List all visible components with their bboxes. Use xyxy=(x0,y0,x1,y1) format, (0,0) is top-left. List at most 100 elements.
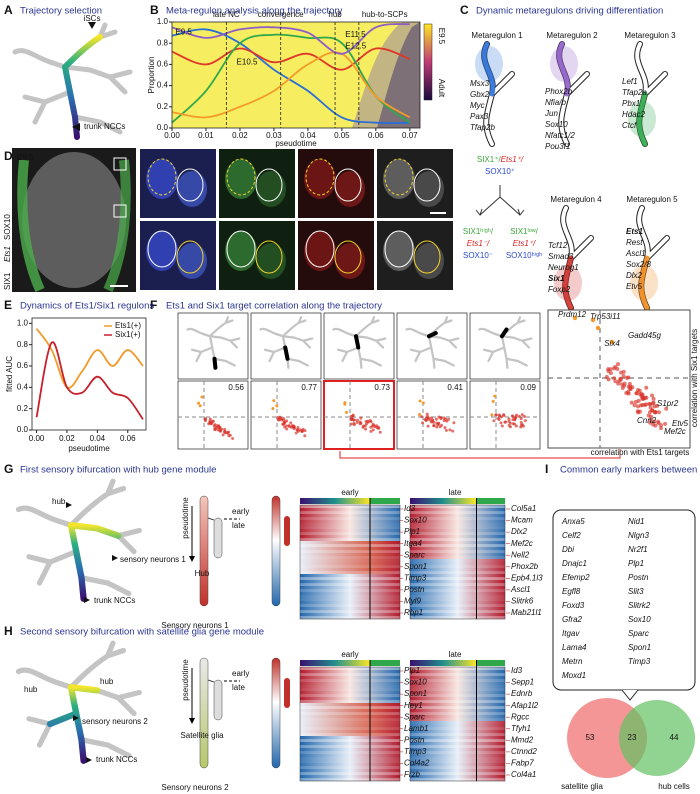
channel-label: Ets1 xyxy=(3,246,12,262)
scatter-point xyxy=(289,421,293,425)
scatter-point xyxy=(616,362,621,367)
nucleus xyxy=(414,243,444,279)
scatter-point xyxy=(513,422,517,426)
y-tick-label: 0.6 xyxy=(157,60,169,69)
scatter-point xyxy=(448,428,452,432)
heatmap-frame xyxy=(409,666,506,782)
scatter-point xyxy=(287,425,291,429)
y-tick-label: 0.8 xyxy=(157,38,169,47)
arrowhead xyxy=(189,556,195,562)
arrowhead xyxy=(189,718,195,724)
nucleus xyxy=(177,243,207,279)
connector xyxy=(339,449,621,459)
gene-label: Sox10 xyxy=(628,615,651,624)
scatter-point xyxy=(294,431,298,435)
callout xyxy=(621,689,639,701)
series-line xyxy=(35,328,144,389)
scatter-point xyxy=(343,402,347,406)
heatmap-row xyxy=(410,559,505,563)
panel-label: E xyxy=(4,298,12,312)
cell-outline xyxy=(384,230,414,268)
x-tick-label: 0.00 xyxy=(164,131,180,140)
gene-label: Tfyh1 xyxy=(511,724,531,733)
heatmap-row xyxy=(300,673,400,677)
scatter-point xyxy=(618,377,623,382)
gene-label: Sox2/8 xyxy=(626,260,651,269)
heatmap-row xyxy=(410,757,505,761)
x-tick-label: 0.04 xyxy=(300,131,316,140)
scatter-point xyxy=(656,419,661,424)
scatter-point xyxy=(434,417,438,421)
scatter-point xyxy=(212,424,216,428)
heatmap-title: early xyxy=(341,488,358,497)
scatter-point xyxy=(520,413,524,417)
heatmap-row xyxy=(300,682,400,686)
scatter-point xyxy=(425,415,429,419)
scatter-point xyxy=(217,426,221,430)
correlation-value: 0.73 xyxy=(374,383,390,392)
heatmap-row xyxy=(300,583,400,587)
scatter-point xyxy=(290,424,294,428)
heatmap-row xyxy=(300,547,400,551)
tree-branches xyxy=(186,316,241,369)
trajectory xyxy=(332,316,387,369)
scatter-point xyxy=(613,379,618,384)
y-tick-label: 0.0 xyxy=(157,123,169,132)
regulon-activity xyxy=(636,91,648,147)
heatmap-row xyxy=(300,760,400,764)
heatmap-row xyxy=(300,610,400,614)
scatter-point xyxy=(421,401,425,405)
gene-label: Frzb xyxy=(404,770,421,779)
heatmap-row xyxy=(300,550,400,554)
gene-label: Etv5 xyxy=(672,419,689,428)
heatmap-row xyxy=(300,580,400,584)
heatmap-row xyxy=(410,535,505,539)
correlation-value: 0.09 xyxy=(520,383,536,392)
gene-label: Tfap2b xyxy=(470,123,495,132)
lineage-bar xyxy=(213,517,223,559)
heatmap-row xyxy=(410,616,505,620)
scatter-point xyxy=(277,418,281,422)
heatmap-row xyxy=(410,769,505,773)
cell-outline xyxy=(413,240,441,274)
panel-title: Ets1 and Six1 target correlation along t… xyxy=(166,301,382,312)
heatmap-row xyxy=(300,517,400,521)
scatter-point xyxy=(355,421,359,425)
scatter-point xyxy=(632,403,637,408)
channel-label: SIX1 xyxy=(3,272,12,290)
venn-count: 44 xyxy=(670,733,679,742)
heatmap-title: late xyxy=(449,488,462,497)
scatter-point xyxy=(621,369,626,374)
gene-label: Msx3 xyxy=(470,79,490,88)
axis-label: pseudotime xyxy=(181,659,190,701)
gene-label: Hey1 xyxy=(404,701,423,710)
heatmap-title: early xyxy=(341,650,358,659)
scatter-point xyxy=(523,414,527,418)
heatmap-row xyxy=(410,772,505,776)
gene-label: Moxd1 xyxy=(562,671,586,680)
scatter-point xyxy=(652,419,657,424)
arrowhead xyxy=(88,22,96,29)
scatter-point xyxy=(211,419,215,423)
scatter-point xyxy=(440,423,444,427)
scatter-point xyxy=(424,418,428,422)
scatter-point xyxy=(494,413,498,417)
venn-label: satellite glia xyxy=(561,782,603,791)
state-label: Ets1⁻/ xyxy=(467,239,490,248)
x-tick-label: 0.02 xyxy=(59,434,75,443)
scatter-point xyxy=(523,419,527,423)
heatmap-row xyxy=(300,703,400,707)
scatter-point xyxy=(653,410,658,415)
heatmap-row xyxy=(410,778,505,782)
heatmap-row xyxy=(300,544,400,548)
y-tick-label: 0.2 xyxy=(157,102,169,111)
heatmap-row xyxy=(300,526,400,530)
lineage-bar xyxy=(213,679,223,721)
scatter-point xyxy=(429,420,433,424)
heatmap-row xyxy=(410,715,505,719)
regulon-cloud xyxy=(628,101,656,137)
scatter-point xyxy=(492,419,496,423)
metaregulon-shape xyxy=(630,205,670,311)
gene-label: Sox10 xyxy=(404,678,427,687)
scatter-point xyxy=(447,417,451,421)
